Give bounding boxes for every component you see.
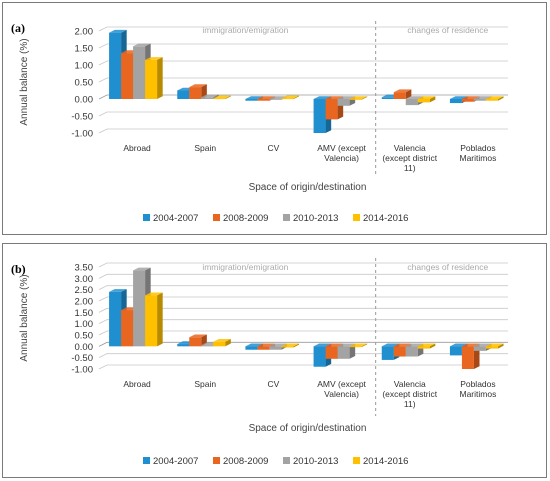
y-tick-label: 1.00	[75, 61, 94, 72]
y-tick-label: 3.00	[75, 274, 94, 285]
bar	[313, 343, 332, 367]
bar	[213, 95, 231, 100]
gridline	[98, 26, 508, 32]
panel-label: (b)	[11, 262, 26, 276]
category-label: AMV (except Valencia)	[317, 379, 366, 399]
legend-item: 2010-2013	[283, 456, 338, 467]
legend-label: 2010-2013	[293, 456, 338, 467]
y-tick-label: 2.00	[75, 27, 94, 38]
category-label: Valencia (except district 11)	[382, 143, 437, 173]
legend-label: 2010-2013	[293, 213, 338, 224]
bar	[349, 343, 368, 348]
gridline	[98, 77, 508, 83]
gridline	[98, 128, 508, 134]
category-label: AMV (except Valencia)	[317, 143, 366, 163]
y-tick-label: 1.50	[75, 44, 94, 55]
gridline	[98, 296, 508, 302]
legend-label: 2014-2016	[363, 456, 408, 467]
legend-swatch	[213, 457, 220, 464]
gridline	[98, 319, 508, 325]
y-axis-title: Annual balance (%)	[19, 38, 30, 125]
y-tick-label: 2.50	[75, 285, 94, 296]
gridline	[98, 353, 508, 359]
category-label: CV	[268, 143, 280, 153]
bar	[349, 96, 368, 100]
category-label: Spain	[194, 379, 216, 389]
gridline	[98, 43, 508, 49]
section-label-immigration: immigration/emigration	[202, 25, 288, 35]
y-axis-title: Annual balance (%)	[19, 274, 30, 361]
section-label-residence: changes of residence	[407, 262, 488, 272]
legend-item: 2014-2016	[353, 213, 408, 224]
y-tick-label: -0.50	[71, 353, 93, 364]
bar	[485, 96, 504, 101]
gridline	[98, 307, 508, 313]
bar	[145, 57, 163, 99]
y-tick-label: -1.00	[71, 129, 93, 140]
gridline	[98, 364, 508, 370]
panel-label: (a)	[11, 21, 25, 35]
legend-item: 2008-2009	[213, 456, 268, 467]
y-tick-label: -0.50	[71, 112, 93, 123]
bar	[281, 343, 300, 348]
bar	[393, 89, 412, 99]
section-label-residence: changes of residence	[407, 25, 488, 35]
gridline	[98, 111, 508, 117]
legend-item: 2010-2013	[283, 213, 338, 224]
legend-label: 2004-2007	[153, 213, 198, 224]
legend-item: 2004-2007	[143, 456, 198, 467]
bar	[485, 343, 504, 349]
gridline	[98, 94, 508, 100]
category-label: Abroad	[123, 143, 151, 153]
legend-swatch	[283, 214, 290, 221]
category-label: CV	[268, 379, 280, 389]
gridline	[98, 273, 508, 279]
legend-swatch	[283, 457, 290, 464]
gridline	[98, 341, 508, 347]
chart-a-svg: (a) 2.00 1.50 1.00 0.50 0.00 -0.50 -1.00 Annual …	[11, 21, 508, 224]
y-tick-label: 0.50	[75, 78, 94, 89]
bar	[281, 95, 300, 100]
category-label: Spain	[194, 143, 216, 153]
gridline	[98, 60, 508, 66]
legend-swatch	[353, 214, 360, 221]
y-tick-label: 1.00	[75, 319, 94, 330]
gridline	[98, 285, 508, 291]
bar	[417, 343, 436, 349]
legend-label: 2014-2016	[363, 213, 408, 224]
x-axis-title: Space of origin/destination	[249, 423, 367, 434]
y-tick-label: -1.00	[71, 365, 93, 376]
chart-panel-b: (b) 3.50 3.00 2.50 2.00 1.50 1.00 0.50 0.00 -0.50…	[2, 243, 547, 478]
legend-swatch	[353, 457, 360, 464]
category-label: Poblados Maritimos	[459, 379, 496, 399]
legend-item: 2014-2016	[353, 456, 408, 467]
legend-swatch	[213, 214, 220, 221]
y-tick-label: 1.50	[75, 308, 94, 319]
bar	[213, 339, 231, 347]
legend-swatch	[143, 457, 150, 464]
x-axis-title: Space of origin/destination	[249, 182, 367, 193]
legend-label: 2008-2009	[223, 456, 268, 467]
category-label: Poblados Maritimos	[459, 143, 496, 163]
chart-panel-a: (a) 2.00 1.50 1.00 0.50 0.00 -0.50 -1.00 Annual …	[2, 2, 547, 235]
y-tick-label: 2.00	[75, 297, 94, 308]
chart-b-svg: (b) 3.503.002.502.001.501.000.500.00-0.50…	[11, 258, 508, 467]
y-tick-label: 0.50	[75, 331, 94, 342]
gridline	[98, 262, 508, 268]
category-label: Valencia (except district 11)	[382, 379, 437, 409]
legend-label: 2004-2007	[153, 456, 198, 467]
bar	[337, 343, 356, 359]
y-tick-label: 3.50	[75, 263, 94, 274]
legend-label: 2008-2009	[223, 213, 268, 224]
bar	[145, 292, 163, 347]
category-label: Abroad	[123, 379, 151, 389]
legend-item: 2008-2009	[213, 213, 268, 224]
legend-swatch	[143, 214, 150, 221]
section-label-immigration: immigration/emigration	[202, 262, 288, 272]
bar	[417, 96, 436, 103]
y-tick-label: 0.00	[75, 342, 94, 353]
gridline	[98, 330, 508, 336]
legend-item: 2004-2007	[143, 213, 198, 224]
y-tick-label: 0.00	[75, 95, 94, 106]
